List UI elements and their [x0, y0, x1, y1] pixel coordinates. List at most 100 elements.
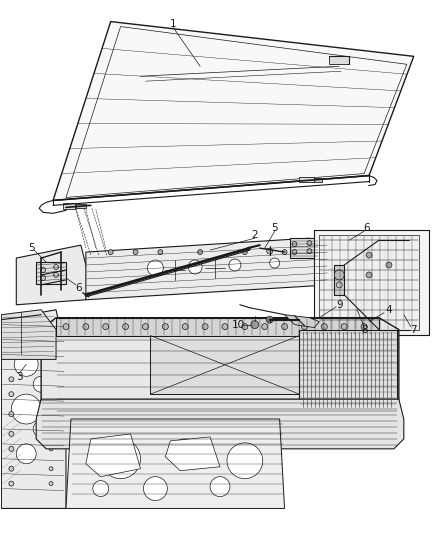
Circle shape [11, 394, 41, 424]
Circle shape [83, 324, 89, 329]
Polygon shape [53, 21, 414, 200]
Text: 6: 6 [364, 223, 371, 233]
Circle shape [49, 377, 53, 381]
Polygon shape [165, 437, 220, 471]
Bar [314, 177, 322, 182]
Circle shape [170, 439, 200, 469]
Polygon shape [1, 310, 56, 359]
Circle shape [16, 444, 36, 464]
Bar [36, 262, 66, 284]
Circle shape [334, 270, 344, 280]
Text: 2: 2 [251, 230, 258, 240]
Circle shape [41, 268, 46, 272]
Circle shape [9, 431, 14, 437]
Circle shape [262, 324, 268, 329]
Circle shape [227, 443, 263, 479]
Circle shape [49, 482, 53, 486]
Circle shape [242, 249, 247, 255]
Circle shape [33, 421, 49, 437]
Circle shape [292, 241, 297, 247]
Circle shape [49, 343, 53, 346]
Circle shape [307, 241, 312, 246]
Text: 7: 7 [410, 325, 417, 335]
Circle shape [9, 392, 14, 397]
Bar [300, 176, 314, 182]
Circle shape [49, 392, 53, 396]
Polygon shape [86, 434, 141, 477]
Circle shape [301, 324, 307, 329]
Circle shape [9, 352, 14, 357]
Circle shape [266, 316, 273, 323]
Circle shape [49, 412, 53, 416]
Circle shape [63, 324, 69, 329]
Circle shape [9, 332, 14, 337]
Circle shape [49, 467, 53, 471]
Circle shape [49, 447, 53, 451]
Polygon shape [150, 336, 300, 394]
Circle shape [108, 249, 113, 255]
Circle shape [292, 249, 297, 255]
Circle shape [49, 432, 53, 436]
Bar [314, 230, 429, 335]
Circle shape [341, 324, 347, 329]
Circle shape [9, 446, 14, 451]
Bar [255, 242, 270, 250]
Text: 5: 5 [271, 223, 278, 233]
Circle shape [14, 352, 38, 376]
Text: 3: 3 [16, 372, 23, 382]
Circle shape [210, 477, 230, 497]
Text: 5: 5 [28, 243, 35, 253]
Circle shape [366, 272, 372, 278]
Circle shape [307, 248, 312, 254]
Circle shape [9, 466, 14, 471]
Circle shape [202, 324, 208, 329]
Circle shape [9, 342, 14, 347]
Bar [63, 204, 75, 209]
Circle shape [321, 324, 327, 329]
Polygon shape [1, 310, 66, 508]
Circle shape [267, 248, 273, 254]
Text: 10: 10 [231, 320, 244, 329]
Bar [56, 318, 379, 336]
Bar [300, 329, 397, 409]
Polygon shape [86, 238, 329, 300]
Circle shape [53, 272, 59, 278]
Circle shape [101, 439, 141, 479]
Bar [290, 238, 319, 258]
Circle shape [188, 260, 202, 274]
Circle shape [9, 411, 14, 417]
Circle shape [162, 324, 168, 329]
Polygon shape [16, 245, 91, 305]
Circle shape [242, 324, 248, 329]
Polygon shape [66, 419, 285, 508]
Circle shape [282, 249, 287, 255]
Circle shape [229, 259, 241, 271]
Circle shape [103, 324, 109, 329]
Bar [76, 204, 86, 208]
Circle shape [158, 249, 163, 255]
Circle shape [53, 264, 59, 270]
Polygon shape [319, 235, 419, 329]
Polygon shape [285, 314, 319, 328]
Circle shape [386, 262, 392, 268]
Text: 4: 4 [385, 305, 392, 314]
Circle shape [361, 324, 367, 329]
Circle shape [123, 324, 129, 329]
Text: 1: 1 [170, 19, 177, 29]
Circle shape [144, 477, 167, 500]
Circle shape [49, 352, 53, 357]
Circle shape [9, 377, 14, 382]
Text: 8: 8 [361, 325, 367, 335]
Circle shape [270, 258, 279, 268]
Circle shape [142, 324, 148, 329]
Circle shape [222, 324, 228, 329]
Circle shape [282, 324, 288, 329]
Circle shape [148, 260, 163, 276]
Circle shape [251, 321, 259, 329]
Bar [329, 56, 349, 64]
Circle shape [41, 276, 46, 280]
Circle shape [93, 481, 109, 497]
Circle shape [9, 481, 14, 486]
Circle shape [33, 376, 49, 392]
Circle shape [307, 249, 312, 255]
